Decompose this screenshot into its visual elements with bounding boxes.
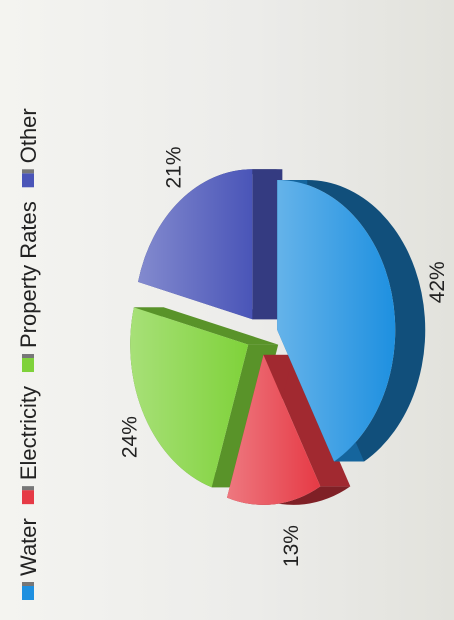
data-label-water: 42% [426, 261, 449, 303]
legend-swatch-edge-other [22, 169, 34, 173]
data-label-other: 21% [162, 146, 185, 188]
legend-swatch-edge-electricity [22, 486, 34, 490]
legend: Water Electricity Property Rates Other [16, 108, 41, 600]
legend-swatch-electricity [22, 490, 34, 504]
legend-label-water: Water [16, 518, 41, 576]
legend-swatch-other [22, 173, 34, 187]
data-label-electricity: 13% [280, 525, 303, 567]
legend-label-electricity: Electricity [16, 386, 41, 480]
pie-group [130, 169, 425, 505]
legend-label-other: Other [16, 108, 41, 163]
legend-swatch-property-rates [22, 358, 34, 372]
legend-swatch-water [22, 586, 34, 600]
pie-gloss-other [138, 169, 252, 319]
legend-label-property-rates: Property Rates [16, 201, 41, 348]
data-label-property-rates: 24% [118, 416, 141, 458]
legend-swatch-edge-water [22, 582, 34, 586]
legend-swatch-edge-property-rates [22, 354, 34, 358]
